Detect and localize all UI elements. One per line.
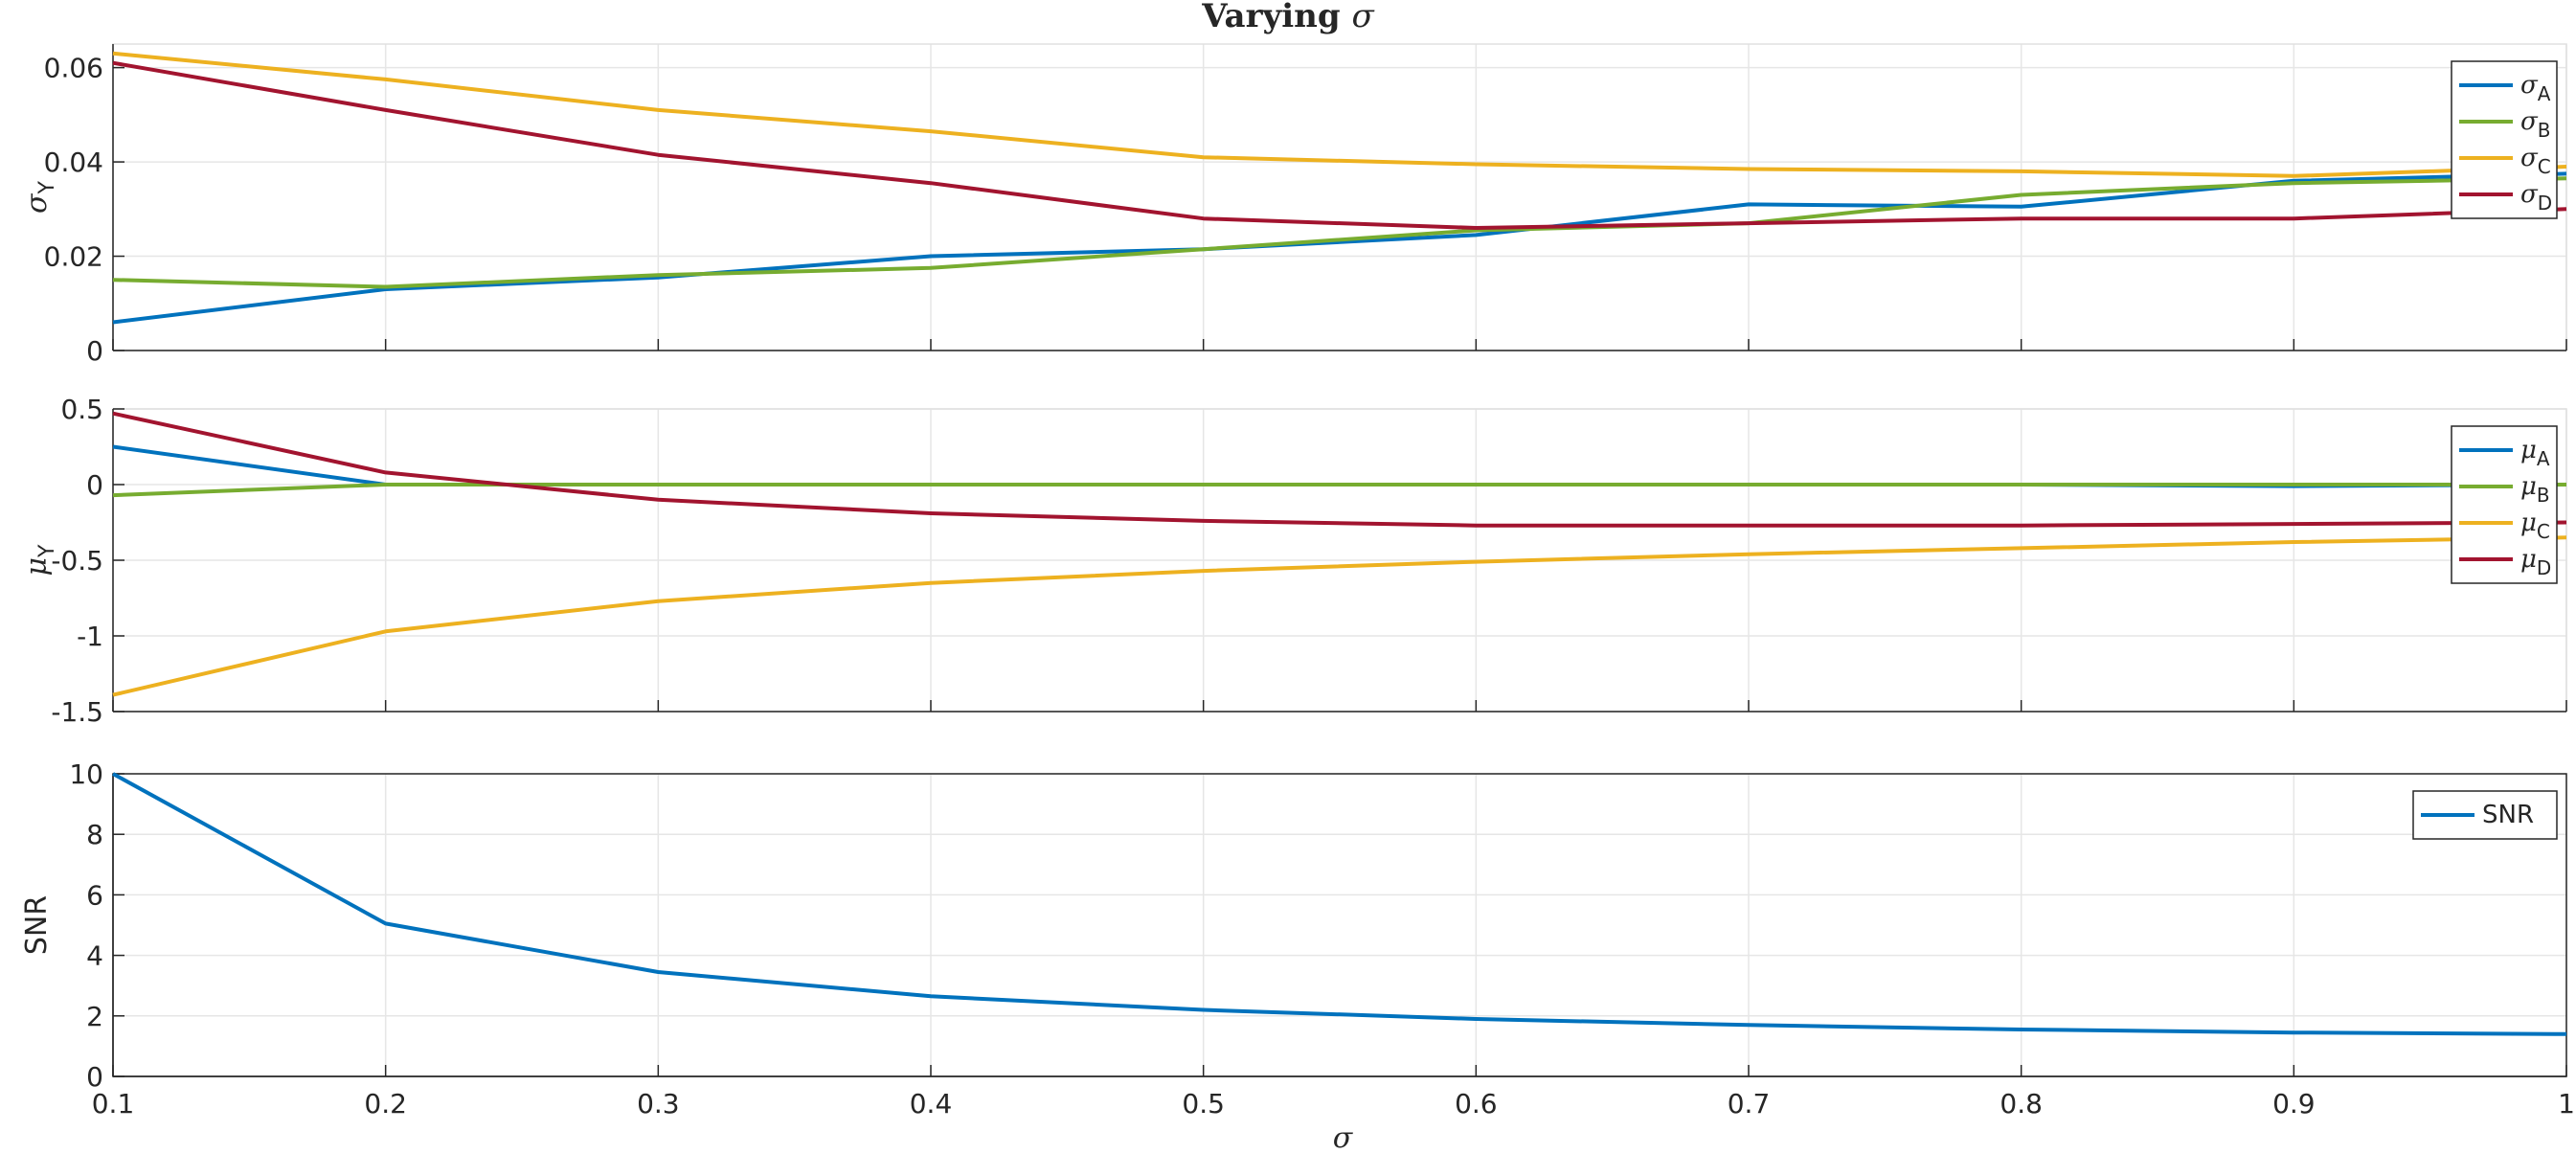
figure-title: Varying σ [1201, 0, 1374, 35]
y-axis-label-symbol: σ [20, 192, 54, 214]
y-tick-label: 0.04 [44, 147, 103, 178]
legend-entry-subscript: B [2538, 119, 2551, 142]
x-tick-label: 0.1 [92, 1088, 135, 1120]
legend-entry: μD [2520, 545, 2551, 579]
x-tick-label: 0.2 [364, 1088, 407, 1120]
x-tick-label: 0.4 [910, 1088, 953, 1120]
x-tick-label: 0.9 [2272, 1088, 2316, 1120]
figure-title-text: Varying [1201, 0, 1340, 35]
y-tick-label: 4 [86, 940, 103, 972]
legend-entry-subscript: C [2538, 155, 2551, 178]
legend-entry: SNR [2482, 801, 2534, 829]
legend-entry-symbol: σ [2520, 180, 2539, 209]
series-line-SNR [112, 772, 2567, 1036]
x-tick-label: 0.3 [637, 1088, 680, 1120]
y-axis-label-subscript: Y [35, 180, 59, 194]
series-line-B [112, 176, 2567, 289]
legend-entry-subscript: B [2537, 484, 2550, 507]
series-line-D [112, 411, 2567, 528]
series-line-A [112, 171, 2567, 325]
legend-entry-subscript: A [2537, 447, 2550, 470]
legend-entry-symbol: μ [2520, 436, 2537, 464]
legend-entry: μC [2520, 509, 2550, 543]
y-axis-label: μY [20, 544, 59, 577]
legend-entry-subscript: A [2538, 82, 2551, 105]
legend-entry-symbol: μ [2520, 472, 2537, 501]
y-tick-label: 0.5 [60, 394, 103, 425]
y-tick-label: -0.5 [51, 545, 103, 577]
y-tick-label: 2 [86, 1001, 103, 1032]
legend-entry: σD [2520, 180, 2552, 215]
legend-entry: σC [2520, 144, 2551, 178]
legend-entry-subscript: D [2538, 192, 2552, 215]
y-axis-label: SNR [20, 895, 54, 955]
y-axis-label-subscript: Y [35, 544, 59, 558]
legend-entry-symbol: μ [2520, 509, 2537, 537]
legend-entry-subscript: D [2537, 556, 2551, 579]
y-tick-label: 0 [86, 1061, 103, 1093]
legend-entry-symbol: σ [2520, 144, 2539, 172]
subplot-3: 0 2 4 6 8 10 0.1 0.2 0.3 0.4 0.5 0.6 0.7 0.8 0.9 1 SNR SN… [20, 758, 2575, 1120]
series-line-C [112, 535, 2567, 697]
legend-entry-symbol: σ [2520, 107, 2539, 136]
y-tick-label: 6 [86, 879, 103, 911]
series-line-D [112, 60, 2567, 230]
y-tick-label: 0 [86, 469, 103, 501]
figure-xlabel: σ [1333, 1121, 1354, 1154]
x-tick-label: 1 [2558, 1088, 2575, 1120]
y-tick-label: 0.06 [44, 53, 103, 84]
y-tick-label: -1.5 [51, 696, 103, 728]
legend-entry-symbol: σ [2520, 71, 2539, 100]
y-axis-label: σY [20, 180, 59, 213]
y-tick-label: 10 [69, 758, 103, 790]
legend-entry-symbol: μ [2520, 545, 2537, 574]
legend-entry: σB [2520, 107, 2550, 142]
legend-entry: σA [2520, 71, 2551, 105]
x-tick-label: 0.7 [1728, 1088, 1771, 1120]
y-axis-label-symbol: μ [20, 557, 54, 577]
y-tick-label: -1 [77, 621, 103, 652]
figure-title-symbol: σ [1352, 0, 1375, 35]
x-tick-label: 0.6 [1455, 1088, 1498, 1120]
y-tick-label: 0.02 [44, 241, 103, 273]
series-line-B [112, 483, 2566, 498]
legend-entry: μA [2520, 436, 2550, 470]
x-tick-label: 0.8 [2000, 1088, 2043, 1120]
legend-box [2451, 425, 2558, 584]
y-tick-label: 8 [86, 819, 103, 850]
legend-entry-subscript: C [2537, 520, 2550, 543]
plots-container: 00.020.040.06σYσAσBσCσD-1.5-1-0.500.5μYμ… [20, 43, 2575, 1120]
legend: SNR [2412, 790, 2558, 840]
y-tick-label: 0 [86, 335, 103, 367]
legend-entry: μB [2520, 472, 2550, 507]
legend-box [2451, 60, 2558, 219]
x-tick-label: 0.5 [1182, 1088, 1225, 1120]
series-line-C [112, 51, 2567, 178]
